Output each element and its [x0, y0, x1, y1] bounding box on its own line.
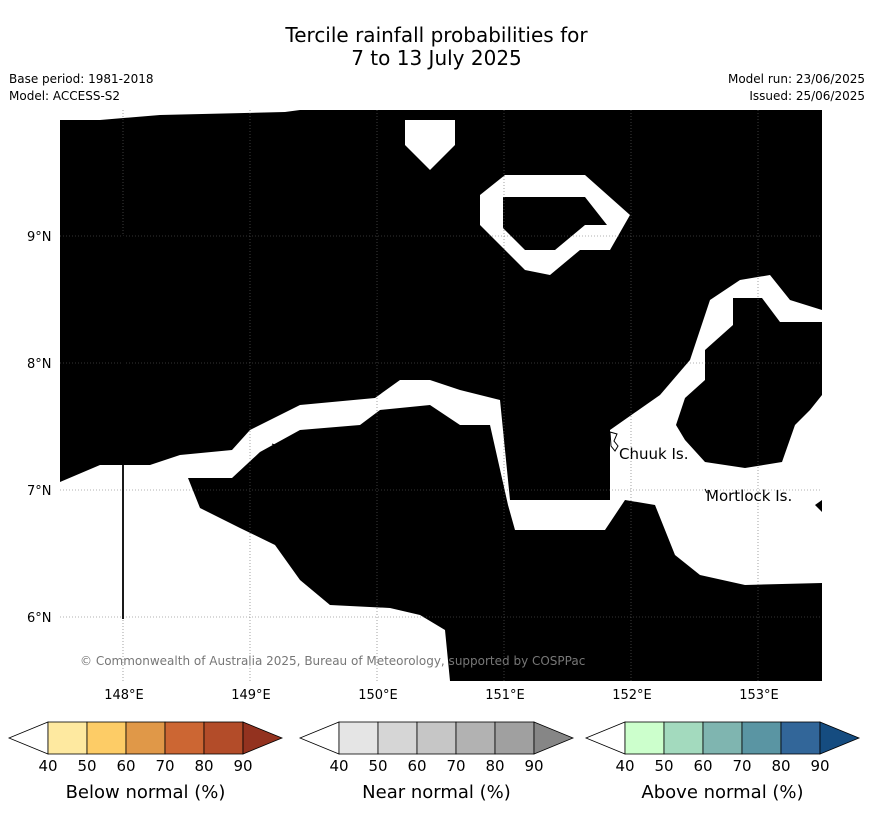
hall-island-outline	[627, 289, 630, 297]
model-text: Model: ACCESS-S2	[9, 89, 121, 103]
legend-near-normal: 40 50 60 70 80 90 Near normal (%)	[298, 721, 575, 803]
lat-label-8n: 8°N	[27, 357, 52, 372]
legend-near-normal-low-arrow	[298, 721, 340, 755]
lon-label-151e: 151°E	[485, 688, 525, 703]
lat-label-7n: 7°N	[27, 484, 52, 499]
legend-above-normal: 40 50 60 70 80 90 Above normal (%)	[584, 721, 861, 803]
place-label-pulusuk: Pulusuk	[292, 531, 350, 549]
legend-above-normal-swatch	[780, 721, 821, 755]
probability-map	[60, 110, 822, 681]
place-label-magur: Magur Is.	[337, 284, 406, 302]
legend-below-normal-low-arrow	[7, 721, 49, 755]
map-title-line-2: 7 to 13 July 2025	[351, 46, 522, 70]
magur-island-outline	[333, 284, 337, 293]
legend-above-normal-tick: 50	[654, 757, 673, 775]
legend-below-normal: 40 50 60 70 80 90 Below normal (%)	[7, 721, 284, 803]
legend-below-normal-tick: 50	[77, 757, 96, 775]
legend-near-normal-swatch	[338, 721, 379, 755]
legend-below-normal-swatch	[203, 721, 244, 755]
legend-below-normal-tick: 60	[116, 757, 135, 775]
legend-above-normal-low-arrow	[584, 721, 626, 755]
near-normal-40-50-region-south	[188, 405, 822, 681]
legend-above-normal-high-arrow	[819, 721, 861, 755]
pulap-island-outline	[271, 443, 278, 447]
lon-label-150e: 150°E	[358, 688, 398, 703]
issued-text: Issued: 25/06/2025	[749, 89, 865, 103]
near-normal-40-50-region-north	[503, 197, 607, 250]
base-period-text: Base period: 1981-2018	[9, 72, 154, 86]
legend-near-normal-swatch	[494, 721, 535, 755]
legend-above-normal-tick: 60	[693, 757, 712, 775]
lon-label-148e: 148°E	[104, 688, 144, 703]
lon-label-153e: 153°E	[739, 688, 779, 703]
chuuk-islands-outline	[576, 431, 619, 452]
lat-label-9n: 9°N	[27, 230, 52, 245]
legend-near-normal-tick: 70	[446, 757, 465, 775]
legend-below-normal-high-arrow	[242, 721, 284, 755]
legend-below-normal-swatch	[125, 721, 166, 755]
legend-below-normal-swatch	[86, 721, 127, 755]
legend-above-normal-tick: 70	[732, 757, 751, 775]
near-normal-40-50-region-southeast	[815, 500, 822, 512]
legend-above-normal-tick: 90	[810, 757, 829, 775]
near-normal-50-60-region-south	[565, 650, 735, 681]
legend-above-normal-swatch	[663, 721, 704, 755]
place-label-mortlock: Mortlock Is.	[706, 487, 792, 505]
lon-label-149e: 149°E	[231, 688, 271, 703]
place-label-chuuk: Chuuk Is.	[619, 445, 688, 463]
legend-near-normal-tick: 50	[368, 757, 387, 775]
below-normal-40-50-region	[60, 110, 822, 500]
legend-below-normal-tick: 40	[38, 757, 57, 775]
legend-near-normal-tick: 60	[407, 757, 426, 775]
near-normal-50-60-region-central	[415, 422, 438, 475]
legend-above-normal-tick: 80	[771, 757, 790, 775]
mortlock-island-outline	[704, 488, 708, 494]
legend-below-normal-tick: 90	[233, 757, 252, 775]
below-normal-50-60-region-central	[170, 246, 455, 397]
below-normal-50-60-region-northeast	[530, 110, 822, 210]
legend-near-normal-label: Near normal (%)	[362, 782, 511, 803]
legend-above-normal-swatch	[624, 721, 665, 755]
place-label-pulap: Pulap	[278, 446, 319, 464]
legend-near-normal-tick: 40	[329, 757, 348, 775]
below-normal-50-60-region-east	[805, 240, 822, 290]
legend-near-normal-high-arrow	[533, 721, 575, 755]
legend-near-normal-swatch	[377, 721, 418, 755]
map-title-line-1: Tercile rainfall probabilities for	[285, 23, 588, 47]
copyright-text: © Commonwealth of Australia 2025, Bureau…	[80, 654, 585, 668]
lat-label-6n: 6°N	[27, 611, 52, 626]
legend-below-normal-tick: 80	[194, 757, 213, 775]
place-label-hall: Hall Is.	[630, 289, 681, 307]
legend-below-normal-label: Below normal (%)	[66, 782, 226, 803]
legend-above-normal-tick: 40	[615, 757, 634, 775]
legend-near-normal-tick: 80	[485, 757, 504, 775]
near-normal-40-50-region-east	[676, 298, 822, 468]
island-outlines	[271, 284, 708, 533]
legend-above-normal-swatch	[702, 721, 743, 755]
legend-near-normal-tick: 90	[524, 757, 543, 775]
legend-above-normal-swatch	[741, 721, 782, 755]
legend-below-normal-swatch	[164, 721, 205, 755]
legend-near-normal-swatch	[455, 721, 496, 755]
legend-near-normal-swatch	[416, 721, 457, 755]
model-run-text: Model run: 23/06/2025	[727, 72, 865, 86]
legend-below-normal-swatch	[47, 721, 88, 755]
lon-label-152e: 152°E	[612, 688, 652, 703]
legend-above-normal-label: Above normal (%)	[641, 782, 803, 803]
legend-below-normal-tick: 70	[155, 757, 174, 775]
